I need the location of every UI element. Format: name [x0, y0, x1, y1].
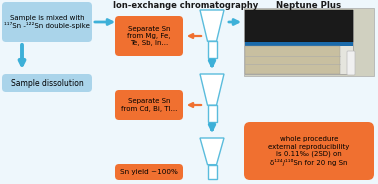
- Text: Sn yield ~100%: Sn yield ~100%: [120, 169, 178, 175]
- Polygon shape: [208, 105, 217, 122]
- FancyBboxPatch shape: [115, 164, 183, 180]
- Text: whole procedure
external reproducibility
is 0.11‰ (2SD) on
δ¹²⁴/¹¹⁶Sn for 20 ng : whole procedure external reproducibility…: [268, 136, 350, 166]
- Polygon shape: [200, 138, 224, 165]
- FancyBboxPatch shape: [115, 90, 183, 120]
- Text: Sample is mixed with
¹¹⁷Sn -¹²²Sn double-spike: Sample is mixed with ¹¹⁷Sn -¹²²Sn double…: [4, 15, 90, 29]
- Polygon shape: [208, 41, 217, 58]
- FancyBboxPatch shape: [244, 122, 374, 180]
- FancyBboxPatch shape: [2, 74, 92, 92]
- Polygon shape: [200, 74, 224, 105]
- FancyBboxPatch shape: [244, 8, 374, 76]
- FancyBboxPatch shape: [245, 42, 353, 46]
- FancyBboxPatch shape: [347, 51, 355, 75]
- Polygon shape: [208, 165, 217, 179]
- FancyBboxPatch shape: [2, 2, 92, 42]
- Text: Separate Sn
from Cd, Bi, Tl...: Separate Sn from Cd, Bi, Tl...: [121, 98, 177, 112]
- FancyBboxPatch shape: [115, 16, 183, 56]
- Polygon shape: [200, 10, 224, 41]
- FancyBboxPatch shape: [245, 10, 353, 42]
- Text: Separate Sn
from Mg, Fe,
Te, Sb, In...: Separate Sn from Mg, Fe, Te, Sb, In...: [127, 26, 171, 46]
- FancyBboxPatch shape: [245, 46, 340, 74]
- Text: Neptune Plus: Neptune Plus: [276, 1, 342, 10]
- FancyBboxPatch shape: [245, 10, 353, 74]
- Text: Sample dissolution: Sample dissolution: [11, 79, 84, 88]
- Text: Ion-exchange chromatography: Ion-exchange chromatography: [113, 1, 259, 10]
